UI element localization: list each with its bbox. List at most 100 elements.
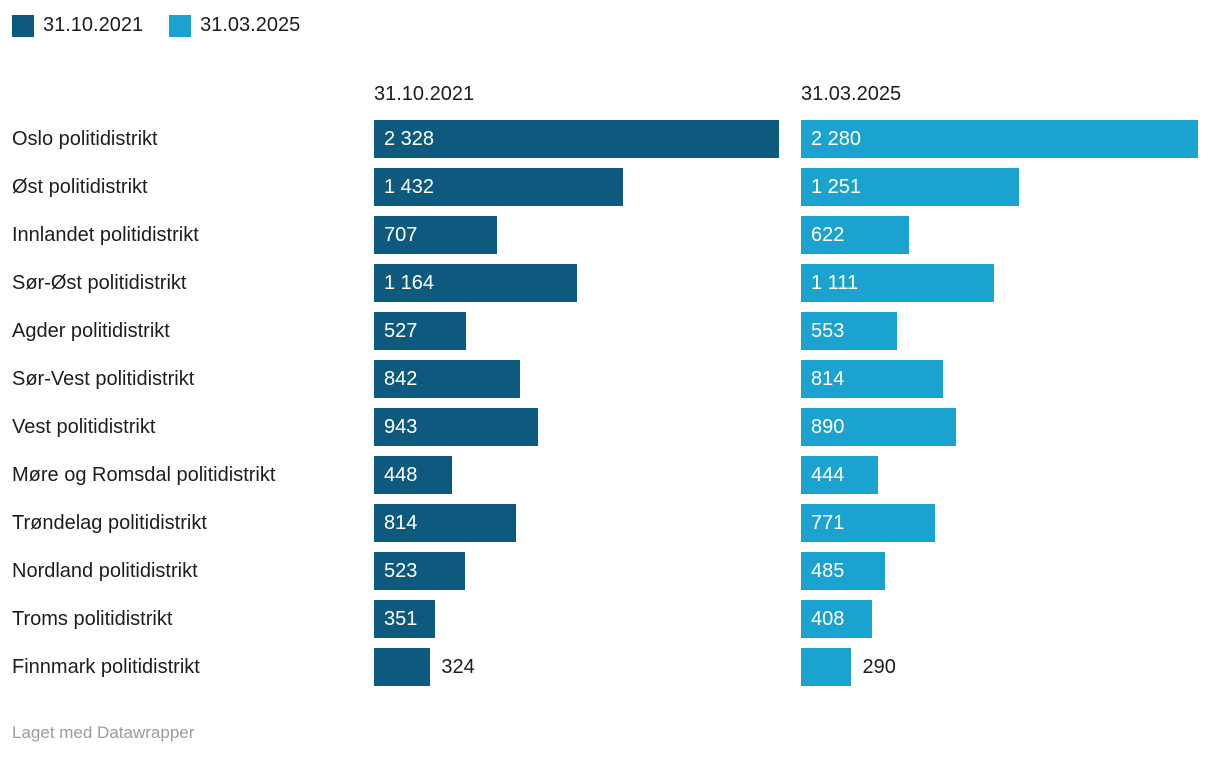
bar-2021: 2 328	[374, 120, 779, 158]
bar-cell-2021: 351	[374, 600, 779, 638]
bar-cell-2025: 814	[801, 360, 1206, 398]
bar-2021: 1 432	[374, 168, 624, 206]
row-label: Sør-Vest politidistrikt	[12, 367, 195, 390]
bar-value: 351	[384, 607, 418, 630]
row-label: Finnmark politidistrikt	[12, 655, 200, 678]
bar-cell-2021: 527	[374, 312, 779, 350]
bar-2021: 814	[374, 504, 516, 542]
bar-2025: 622	[801, 216, 910, 254]
legend-label-2025: 31.03.2025	[200, 14, 301, 36]
bar-cell-2021: 814	[374, 504, 779, 542]
bar-2021: 943	[374, 408, 539, 446]
chart-row: Agder politidistrikt 527 553	[12, 307, 1206, 355]
bar-value: 2 328	[384, 127, 435, 150]
row-label: Trøndelag politidistrikt	[12, 511, 207, 534]
bar-2021	[374, 648, 431, 686]
bar-value: 523	[384, 559, 418, 582]
bar-rows: Oslo politidistrikt 2 328 2 280 Øst poli…	[12, 115, 1206, 691]
bar-cell-2025: 622	[801, 216, 1206, 254]
bar-value-outside: 324	[441, 655, 475, 678]
column-header-2025: 31.03.2025	[801, 83, 902, 105]
chart-row: Troms politidistrikt 351 408	[12, 595, 1206, 643]
column-header-row: 31.10.2021 31.03.2025	[12, 71, 1206, 105]
bar-value: 444	[811, 463, 845, 486]
row-label: Oslo politidistrikt	[12, 127, 158, 150]
bar-cell-2021: 1 432	[374, 168, 779, 206]
row-label: Øst politidistrikt	[12, 175, 148, 198]
legend-swatch-2021	[12, 14, 34, 37]
bar-value: 622	[811, 223, 845, 246]
bar-value: 553	[811, 319, 845, 342]
bar-cell-2021: 943	[374, 408, 779, 446]
legend: 31.10.2021 31.03.2025	[12, 14, 1206, 37]
legend-item-2021: 31.10.2021	[12, 14, 143, 37]
chart-row: Oslo politidistrikt 2 328 2 280	[12, 115, 1206, 163]
bar-2021: 842	[374, 360, 521, 398]
chart-row: Sør-Øst politidistrikt 1 164 1 111	[12, 259, 1206, 307]
bar-2021: 351	[374, 600, 436, 638]
legend-swatch-2025	[169, 14, 192, 37]
bar-2021: 1 164	[374, 264, 577, 302]
bar-value: 408	[811, 607, 845, 630]
bar-cell-2021: 1 164	[374, 264, 779, 302]
row-label: Møre og Romsdal politidistrikt	[12, 463, 276, 486]
bar-2025: 1 251	[801, 168, 1019, 206]
bar-2025: 2 280	[801, 120, 1198, 158]
bar-2025: 444	[801, 456, 879, 494]
bar-value: 890	[811, 415, 845, 438]
row-label: Innlandet politidistrikt	[12, 223, 199, 246]
bar-2025	[801, 648, 852, 686]
bar-cell-2025: 553	[801, 312, 1206, 350]
row-label: Troms politidistrikt	[12, 607, 173, 630]
bar-cell-2025: 485	[801, 552, 1206, 590]
bar-cell-2021: 324	[374, 648, 779, 686]
row-label: Vest politidistrikt	[12, 415, 156, 438]
bar-value: 1 164	[384, 271, 435, 294]
bar-cell-2025: 408	[801, 600, 1206, 638]
bar-value-outside: 290	[862, 655, 896, 678]
bar-cell-2021: 448	[374, 456, 779, 494]
row-label: Agder politidistrikt	[12, 319, 170, 342]
bar-2025: 771	[801, 504, 936, 542]
bar-2025: 814	[801, 360, 943, 398]
bar-value: 448	[384, 463, 418, 486]
bar-2025: 485	[801, 552, 886, 590]
chart-row: Sør-Vest politidistrikt 842 814	[12, 355, 1206, 403]
chart-row: Trøndelag politidistrikt 814 771	[12, 499, 1206, 547]
datawrapper-attribution-link[interactable]: Laget med Datawrapper	[12, 723, 195, 742]
bar-2021: 448	[374, 456, 452, 494]
bar-cell-2025: 1 111	[801, 264, 1206, 302]
bar-value: 1 251	[811, 175, 862, 198]
row-label: Nordland politidistrikt	[12, 559, 198, 582]
bar-value: 2 280	[811, 127, 862, 150]
chart-row: Innlandet politidistrikt 707 622	[12, 211, 1206, 259]
bar-2025: 1 111	[801, 264, 995, 302]
bar-2025: 553	[801, 312, 898, 350]
bar-cell-2021: 842	[374, 360, 779, 398]
bar-cell-2021: 523	[374, 552, 779, 590]
chart-row: Møre og Romsdal politidistrikt 448 444	[12, 451, 1206, 499]
bar-cell-2021: 707	[374, 216, 779, 254]
chart-row: Nordland politidistrikt 523 485	[12, 547, 1206, 595]
row-label: Sør-Øst politidistrikt	[12, 271, 187, 294]
chart-row: Øst politidistrikt 1 432 1 251	[12, 163, 1206, 211]
bar-2021: 527	[374, 312, 466, 350]
bar-value: 485	[811, 559, 845, 582]
chart-row: Finnmark politidistrikt 324 290	[12, 643, 1206, 691]
bar-cell-2025: 1 251	[801, 168, 1206, 206]
bar-value: 707	[384, 223, 418, 246]
chart-row: Vest politidistrikt 943 890	[12, 403, 1206, 451]
legend-item-2025: 31.03.2025	[169, 14, 300, 37]
bar-value: 771	[811, 511, 845, 534]
bar-cell-2025: 444	[801, 456, 1206, 494]
bar-value: 527	[384, 319, 418, 342]
legend-label-2021: 31.10.2021	[43, 14, 144, 36]
bar-2025: 890	[801, 408, 956, 446]
bar-cell-2025: 771	[801, 504, 1206, 542]
bar-value: 943	[384, 415, 418, 438]
bar-2021: 707	[374, 216, 497, 254]
bar-cell-2025: 290	[801, 648, 1206, 686]
bar-value: 814	[811, 367, 845, 390]
bar-value: 1 111	[811, 271, 859, 294]
